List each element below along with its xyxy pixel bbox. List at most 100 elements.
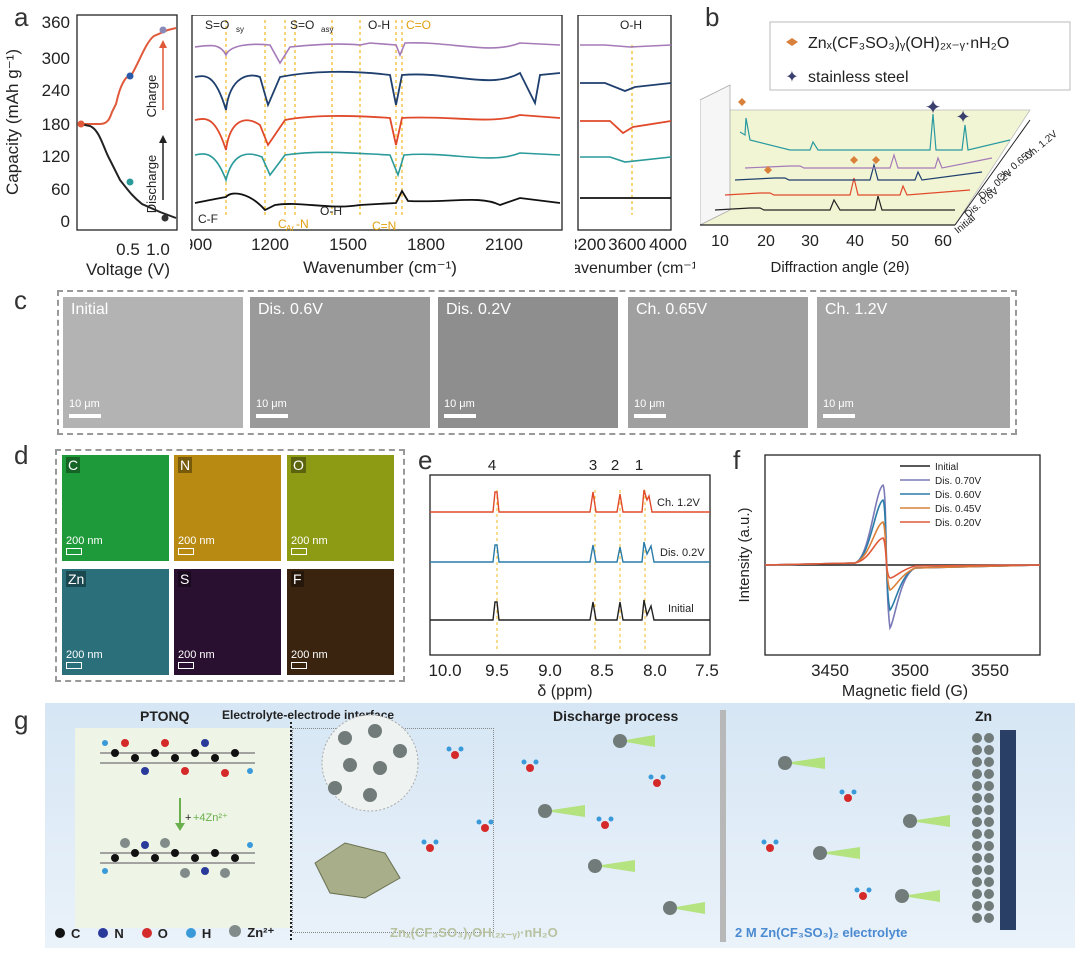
discharge-title: Discharge process [553, 708, 679, 724]
schematic-graphics: + +4Zn²⁺ [100, 714, 994, 923]
eds-map-f: F 200 nm [287, 569, 394, 675]
sem-label: Dis. 0.2V [446, 301, 511, 318]
capacity-tick: 300 [42, 49, 70, 68]
panel-label-e: e [418, 445, 433, 475]
ftir-oh-region-plot: O-H 3200 3600 4000 Wavenumber (cm⁻¹) [575, 15, 695, 277]
scale-bar [444, 414, 476, 418]
star-icon: ✦ [785, 69, 798, 86]
nmr-tick: 9.5 [485, 661, 509, 680]
annotation-c-o: C=O [406, 18, 431, 32]
epr-tick: 3550 [971, 661, 1009, 680]
interface-divider [290, 722, 292, 940]
xrd-plot: Znₓ(CF₃SO₃)ᵧ(OH)₂ₓ₋ᵧ·nH₂O ✦ stainless st… [700, 21, 1071, 276]
annotation-ar: Ar [286, 224, 294, 233]
star-icon: ✦ [925, 97, 942, 119]
xrd-tick: 30 [801, 233, 819, 250]
xrd-legend-stainless-steel: stainless steel [808, 69, 909, 86]
ftir-tick: 1500 [329, 235, 367, 254]
eds-map-c: C 200 nm [62, 455, 169, 561]
scale-bar [66, 548, 82, 555]
nmr-curve-label: Dis. 0.2V [660, 547, 705, 559]
nmr-peak-label: 3 [589, 457, 597, 474]
epr-y-axis-label: Intensity (a.u.) [736, 507, 753, 602]
epr-legend-item: Dis. 0.20V [935, 518, 981, 529]
sem-scale: 10 μm [69, 398, 100, 410]
ftir-tick: 1200 [251, 235, 289, 254]
eds-panel-frame [55, 449, 405, 682]
interface-title: Electrolyte-electrode interface [222, 708, 395, 722]
nmr-tick: 8.5 [590, 661, 614, 680]
sem-scale: 10 μm [256, 398, 287, 410]
nmr-axis-label: δ (ppm) [537, 683, 592, 700]
nmr-curve-label: Initial [668, 603, 694, 615]
xrd-legend-zn-salt: Znₓ(CF₃SO₃)ᵧ(OH)₂ₓ₋ᵧ·nH₂O [808, 35, 1009, 52]
epr-tick: 3500 [891, 661, 929, 680]
eds-element-label: Zn [66, 571, 87, 587]
ptonq-box [75, 728, 290, 928]
ftir2-tick: 4000 [649, 235, 687, 254]
scale-bar [69, 414, 101, 418]
ftir-tick: 2100 [485, 235, 523, 254]
atom-legend-item: C [55, 926, 80, 941]
scale-bar [66, 662, 82, 669]
panel-label-d: d [14, 440, 29, 470]
sem-image-ch-0-65: Ch. 0.65V 10 μm [628, 297, 808, 428]
star-icon: ✦ [955, 107, 970, 127]
scale-bar [178, 662, 194, 669]
discharge-label: Discharge [144, 155, 159, 214]
capacity-axis-label: Capacity (mAh g⁻¹) [3, 49, 22, 195]
atom-legend-item: N [98, 926, 124, 941]
epr-tick: 3450 [811, 661, 849, 680]
atom-legend-item: Zn²⁺ [229, 925, 274, 941]
capacity-tick: 180 [42, 115, 70, 134]
capacity-tick: 360 [42, 13, 70, 32]
nmr-tick: 10.0 [428, 661, 461, 680]
nmr-tick: 7.5 [695, 661, 719, 680]
sem-image-initial: Initial 10 μm [63, 297, 243, 428]
nmr-peak-label: 1 [635, 457, 643, 474]
eds-scale: 200 nm [66, 649, 103, 661]
reaction-label: +4Zn²⁺ [193, 812, 228, 824]
xrd-tick: 20 [757, 233, 775, 250]
sem-label: Ch. 1.2V [825, 301, 888, 318]
nmr-curve-label: Ch. 1.2V [657, 497, 700, 509]
panel-label-c: c [14, 285, 27, 315]
eds-element-label: O [291, 457, 306, 473]
atom-legend-item: O [141, 926, 168, 941]
charge-label: Charge [144, 75, 159, 118]
scale-bar [291, 662, 307, 669]
scale-bar [178, 548, 194, 555]
voltage-axis-label: Voltage (V) [86, 260, 170, 279]
nmr-plot: 4 3 2 1 Ch. 1.2V Dis. 0.2V Initial 10.0 … [428, 457, 719, 700]
nmr-tick: 9.0 [538, 661, 562, 680]
capacity-tick: 120 [42, 147, 70, 166]
panel-label-g: g [14, 705, 29, 735]
sem-scale: 10 μm [444, 398, 475, 410]
product-formula: Znₓ(CF₃SO₃)ᵧOH₍₂ₓ₋ᵧ₎·nH₂O [390, 925, 558, 940]
eds-scale: 200 nm [178, 535, 215, 547]
zn-title: Zn [975, 708, 993, 724]
eds-element-label: S [178, 571, 192, 587]
ftir-spectra-plot: S=O sy S=O asy O-H C=O C-F C Ar -N O-H C… [190, 15, 563, 277]
charge-discharge-plot: 360 300 240 180 120 60 0 Capacity (mAh g… [3, 13, 178, 279]
panel-label-a: a [14, 2, 29, 32]
sem-panel-frame [57, 290, 1017, 435]
xrd-tick: 50 [891, 233, 909, 250]
annotation-car-n: C [278, 217, 287, 231]
eds-scale: 200 nm [291, 535, 328, 547]
sem-image-ch-1-2: Ch. 1.2V 10 μm [817, 297, 1010, 428]
epr-legend-item: Dis. 0.70V [935, 476, 981, 487]
sem-image-dis-0-2: Dis. 0.2V 10 μm [438, 297, 618, 428]
ftir2-axis-label: Wavenumber (cm⁻¹) [575, 260, 695, 277]
capacity-tick: 60 [51, 180, 70, 199]
sem-scale: 10 μm [823, 398, 854, 410]
eds-map-n: N 200 nm [174, 455, 281, 561]
epr-legend-item: Dis. 0.45V [935, 504, 981, 515]
ftir2-tick: 3600 [608, 235, 646, 254]
zn-electrode [1000, 730, 1016, 930]
annotation-c-n: C=N [372, 219, 396, 233]
epr-axis-label: Magnetic field (G) [842, 683, 968, 700]
xrd-tick: 10 [711, 233, 729, 250]
eds-scale: 200 nm [178, 649, 215, 661]
eds-map-o: O 200 nm [287, 455, 394, 561]
